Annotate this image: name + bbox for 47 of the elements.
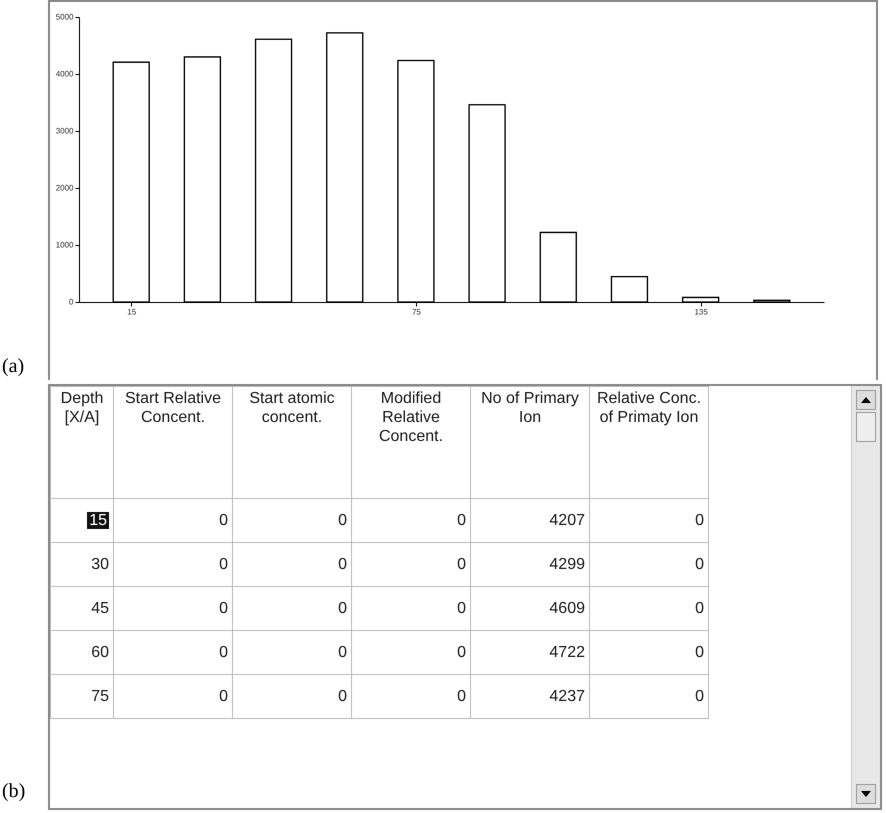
y-tick-label: 3000 bbox=[56, 126, 74, 136]
data-label: 0 bbox=[590, 630, 708, 674]
data-label: 0 bbox=[590, 586, 708, 630]
data-label: 0 bbox=[114, 630, 232, 674]
x-tick-label: 135 bbox=[694, 308, 708, 316]
y-tick-label: 4000 bbox=[56, 70, 74, 78]
data-label: 0 bbox=[352, 542, 470, 586]
x-tick-label: No of Primary Ion bbox=[470, 386, 590, 498]
data-label: 0 bbox=[232, 542, 352, 586]
x-tick-label: Relative Conc. of Primaty Ion bbox=[590, 386, 708, 498]
y-tick-label: 30 bbox=[50, 542, 114, 586]
text: (b) bbox=[2, 780, 26, 803]
y-tick-label: 0 bbox=[69, 298, 74, 306]
y-tick-label: 45 bbox=[50, 586, 114, 630]
data-label: 0 bbox=[114, 674, 232, 718]
data-label: 0 bbox=[114, 498, 232, 542]
data-label: 0 bbox=[352, 498, 470, 542]
y-tick-label: 2000 bbox=[56, 184, 74, 192]
data-label: 0 bbox=[232, 586, 352, 630]
x-tick-label: 75 bbox=[412, 308, 422, 316]
data-label: 4207 bbox=[470, 498, 590, 542]
data-label: 0 bbox=[590, 674, 708, 718]
y-axis-title: Depth [X/A] bbox=[50, 386, 114, 498]
y-tick-label: 5000 bbox=[56, 12, 74, 22]
text: (a) bbox=[2, 355, 24, 378]
x-tick-label: Start atomic concent. bbox=[232, 386, 352, 498]
y-tick-label: 1000 bbox=[56, 240, 74, 250]
data-label: 4299 bbox=[470, 542, 590, 586]
data-label: 0 bbox=[590, 542, 708, 586]
data-label: 0 bbox=[232, 630, 352, 674]
data-label: 0 bbox=[114, 542, 232, 586]
data-label: 4722 bbox=[470, 630, 590, 674]
x-tick-label: 15 bbox=[127, 308, 137, 316]
data-label: 0 bbox=[114, 586, 232, 630]
data-label: 0 bbox=[352, 630, 470, 674]
data-label: 0 bbox=[352, 586, 470, 630]
y-tick-label: 75 bbox=[50, 674, 114, 718]
data-label: 4609 bbox=[470, 586, 590, 630]
y-tick-label: 15 bbox=[87, 512, 109, 528]
x-tick-label: Modified Relative Concent. bbox=[352, 386, 470, 498]
x-tick-label: Start Relative Concent. bbox=[114, 386, 232, 498]
data-label: 0 bbox=[232, 498, 352, 542]
data-label: 0 bbox=[352, 674, 470, 718]
data-label: 0 bbox=[232, 674, 352, 718]
y-tick-label: 60 bbox=[50, 630, 114, 674]
data-label: 0 bbox=[590, 498, 708, 542]
data-label: 4237 bbox=[470, 674, 590, 718]
